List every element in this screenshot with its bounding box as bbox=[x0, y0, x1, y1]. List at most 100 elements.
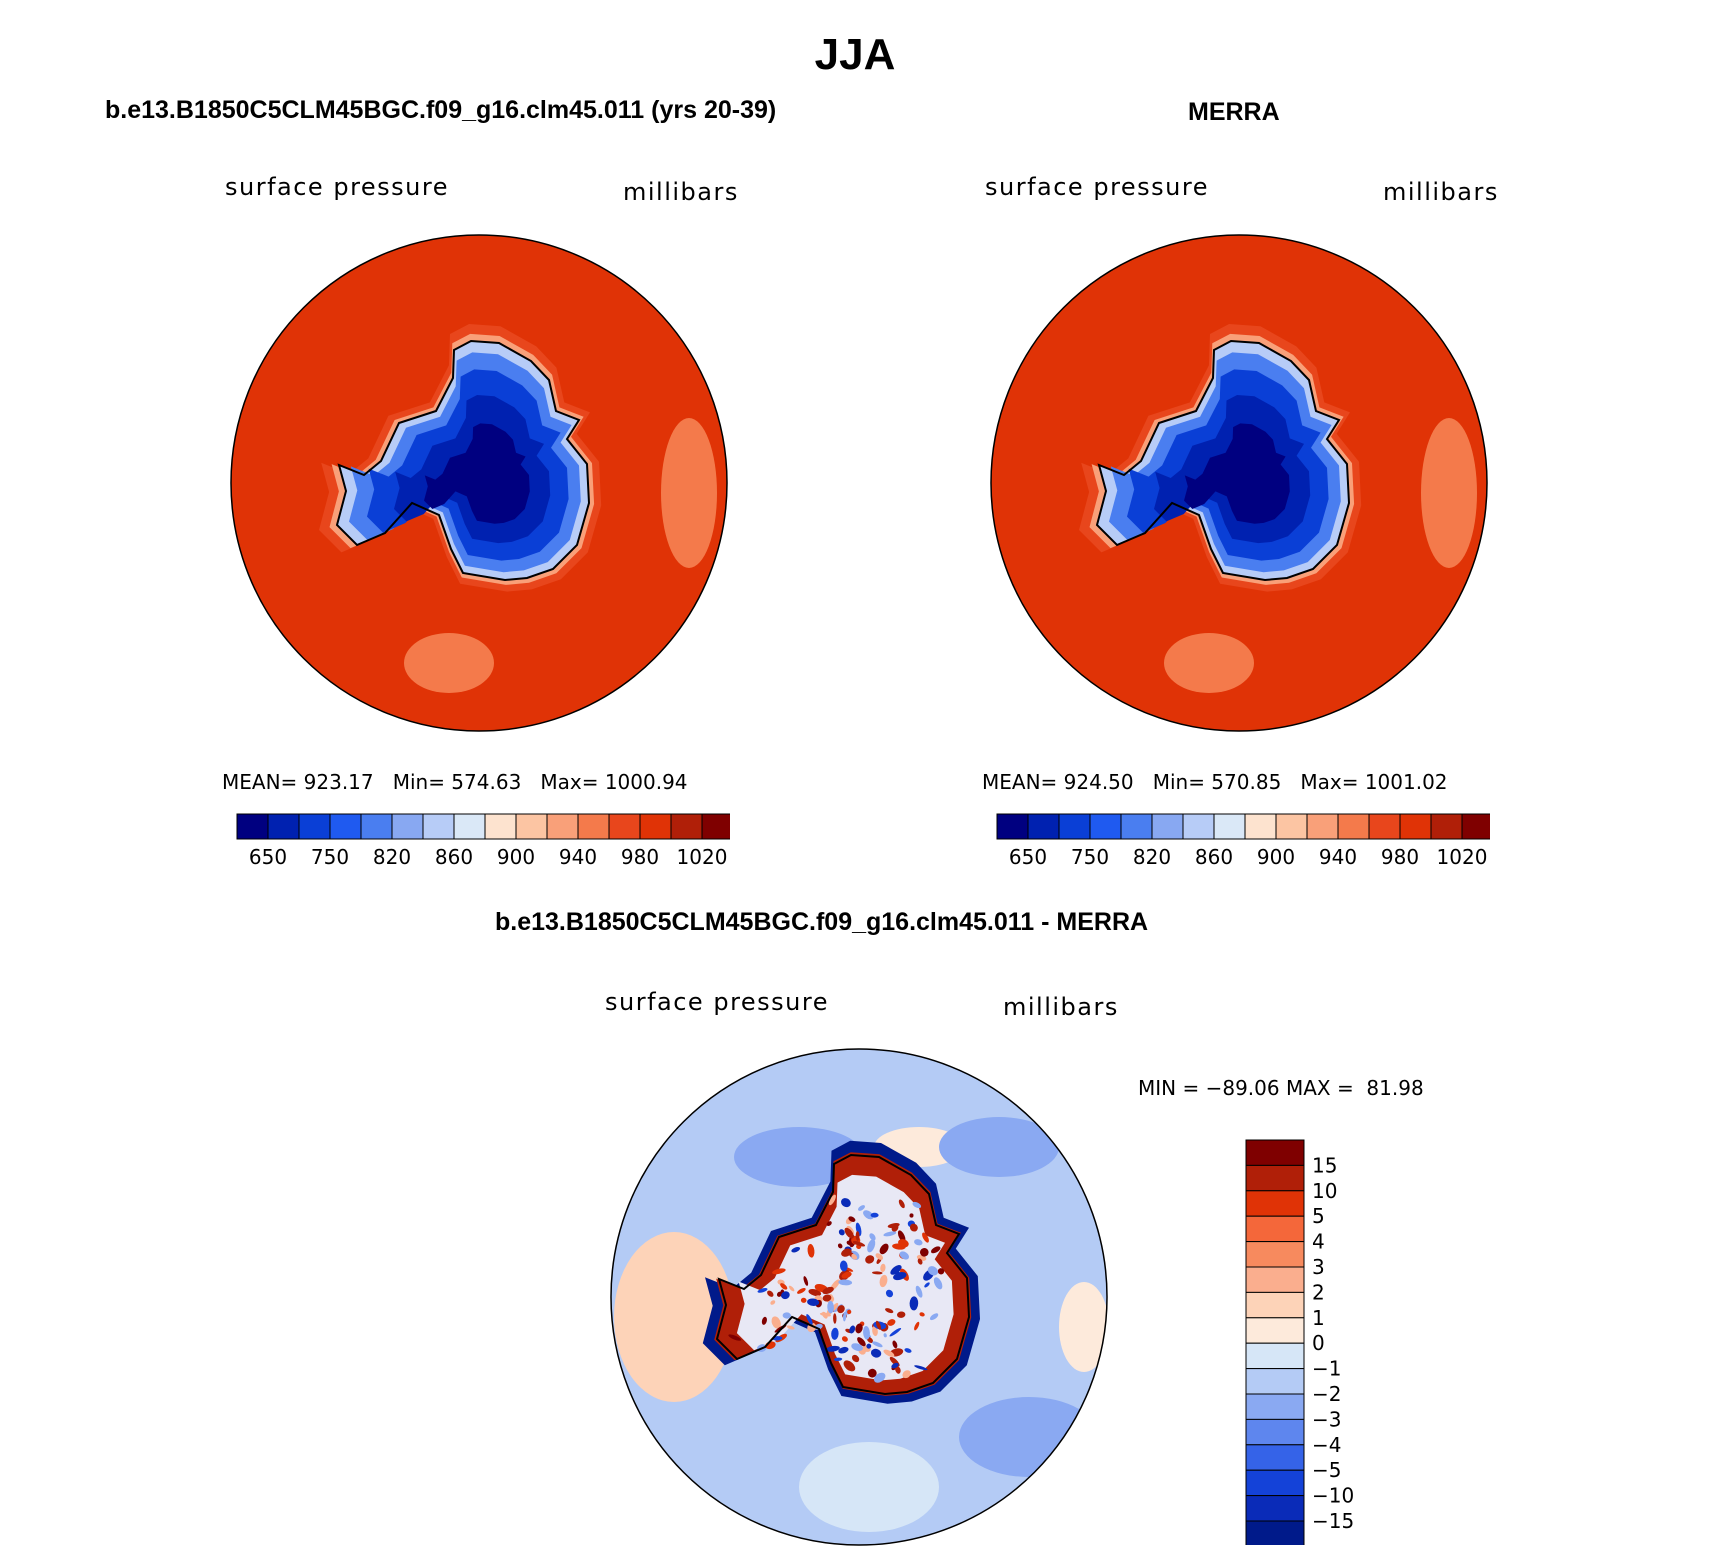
colorbar-tick-label: −5 bbox=[1312, 1458, 1341, 1482]
interior-anomaly-cell bbox=[887, 1319, 896, 1326]
colorbar-tick-label: 900 bbox=[497, 845, 535, 869]
interior-anomaly-cell bbox=[870, 1348, 882, 1358]
map-boundary bbox=[610, 1048, 1108, 1546]
interior-anomaly-cell bbox=[757, 1288, 768, 1293]
colorbar-tick-label: −15 bbox=[1312, 1509, 1354, 1533]
colorbar-tick-label: 0 bbox=[1312, 1331, 1325, 1355]
interior-anomaly-cell bbox=[837, 1305, 845, 1314]
colorbar-swatch bbox=[1461, 813, 1490, 840]
interior-anomaly-cell bbox=[855, 1323, 863, 1334]
interior-anomaly-cell bbox=[857, 1337, 866, 1347]
interior-anomaly-cell bbox=[841, 1271, 852, 1279]
obs-stats: MEAN= 924.50 Min= 570.85 Max= 1001.02 bbox=[982, 770, 1448, 794]
interior-anomaly-cell bbox=[797, 1287, 806, 1294]
interior-anomaly-cell bbox=[788, 1285, 795, 1292]
interior-anomaly-cell bbox=[728, 1334, 742, 1341]
interior-anomaly-cell bbox=[880, 1263, 886, 1273]
interior-anomaly-cell bbox=[897, 1311, 906, 1318]
colorbar-swatch bbox=[267, 813, 300, 840]
interior-anomaly-cell bbox=[828, 1194, 836, 1206]
interior-anomaly-cell bbox=[761, 1316, 767, 1325]
colorbar-swatch bbox=[1245, 1469, 1305, 1497]
interior-anomaly-cell bbox=[837, 1243, 843, 1249]
model-variable-label: surface pressure bbox=[225, 173, 449, 201]
diff-variable-label: surface pressure bbox=[605, 988, 829, 1016]
colorbar-swatch bbox=[1245, 1139, 1305, 1166]
interior-anomaly-cell bbox=[912, 1201, 922, 1209]
interior-anomaly-cell bbox=[904, 1348, 912, 1353]
high-pressure-region bbox=[404, 633, 494, 693]
interior-anomaly-cell bbox=[893, 1272, 907, 1281]
interior-anomaly-cell bbox=[867, 1368, 877, 1378]
colorbar-tick-label: 820 bbox=[1133, 845, 1171, 869]
interior-anomaly-cell bbox=[786, 1325, 795, 1330]
colorbar-swatch bbox=[360, 813, 393, 840]
interior-anomaly-cell bbox=[827, 1300, 834, 1314]
map-field bbox=[991, 235, 1487, 731]
interior-anomaly-cell bbox=[780, 1283, 788, 1290]
interior-anomaly-cell bbox=[851, 1354, 860, 1363]
colorbar-swatch bbox=[1245, 1520, 1305, 1545]
interior-anomaly-cell bbox=[887, 1223, 900, 1228]
interior-anomaly-cell bbox=[892, 1340, 898, 1349]
interior-anomaly-cell bbox=[865, 1255, 875, 1264]
interior-anomaly-cell bbox=[914, 1239, 923, 1246]
interior-anomaly-cell bbox=[875, 1253, 884, 1260]
colorbar-swatch bbox=[1245, 1266, 1305, 1293]
interior-anomaly-cell bbox=[929, 1313, 939, 1321]
interior-anomaly-cell bbox=[917, 1258, 923, 1265]
colorbar-tick-label: 5 bbox=[1312, 1204, 1325, 1228]
colorbar-swatch bbox=[1430, 813, 1463, 840]
interior-anomaly-cell bbox=[851, 1343, 863, 1351]
colorbar-swatch bbox=[1399, 813, 1432, 840]
colorbar-swatch bbox=[1337, 813, 1370, 840]
model-panel-title: b.e13.B1850C5CLM45BGC.f09_g16.clm45.011 … bbox=[105, 96, 777, 124]
colorbar-swatch bbox=[1245, 1317, 1305, 1344]
interior-anomaly-cell bbox=[872, 1325, 878, 1337]
high-pressure-region bbox=[1164, 633, 1254, 693]
interior-anomaly-cell bbox=[839, 1260, 848, 1272]
colorbar-swatch bbox=[515, 813, 548, 840]
colorbar-tick-label: 2 bbox=[1312, 1280, 1325, 1304]
diff-panel-title: b.e13.B1850C5CLM45BGC.f09_g16.clm45.011 … bbox=[495, 908, 1149, 936]
colorbar-tick-label: 650 bbox=[249, 845, 287, 869]
colorbar-swatch bbox=[1027, 813, 1060, 840]
interior-anomaly-cell bbox=[838, 1346, 849, 1354]
interior-anomaly-cell bbox=[800, 1297, 807, 1303]
colorbar-swatch bbox=[1213, 813, 1246, 840]
interior-anomaly-cell bbox=[885, 1289, 894, 1298]
colorbar-swatch bbox=[1058, 813, 1091, 840]
colorbar-tick-label: −10 bbox=[1312, 1484, 1354, 1508]
interior-anomaly-cell bbox=[841, 1336, 848, 1342]
negative-anomaly-region bbox=[959, 1397, 1099, 1477]
interior-anomaly-cell bbox=[883, 1231, 897, 1237]
interior-anomaly-cell bbox=[899, 1251, 910, 1260]
interior-anomaly-cell bbox=[849, 1325, 856, 1334]
negative-anomaly-region bbox=[799, 1442, 939, 1532]
interior-anomaly-cell bbox=[851, 1253, 858, 1260]
interior-anomaly-cell bbox=[791, 1246, 801, 1253]
antarctica-coastline bbox=[335, 339, 591, 582]
map-field bbox=[231, 235, 727, 731]
interior-anomaly-cell bbox=[915, 1285, 923, 1298]
interior-anomaly-cell bbox=[875, 1320, 882, 1330]
interior-anomaly-cell bbox=[770, 1300, 776, 1305]
colorbar-swatch bbox=[329, 813, 362, 840]
colorbar-swatch bbox=[546, 813, 579, 840]
high-pressure-region bbox=[661, 418, 717, 568]
colorbar-swatch bbox=[1120, 813, 1153, 840]
interior-anomaly-cell bbox=[891, 1362, 899, 1369]
interior-anomaly-cell bbox=[803, 1276, 809, 1286]
interior-anomaly-cell bbox=[838, 1279, 853, 1286]
colorbar-tick-label: −2 bbox=[1312, 1382, 1341, 1406]
colorbar-tick-label: 10 bbox=[1312, 1179, 1337, 1203]
interior-anomaly-cell bbox=[822, 1286, 834, 1295]
colorbar-swatch bbox=[577, 813, 610, 840]
interior-anomaly-cell bbox=[806, 1314, 813, 1325]
interior-anomaly-cell bbox=[855, 1231, 860, 1241]
colorbar-tick-label: 4 bbox=[1312, 1230, 1325, 1254]
interior-anomaly-cell bbox=[919, 1312, 925, 1317]
interior-anomaly-cell bbox=[914, 1365, 928, 1371]
colorbar-swatch bbox=[1245, 1368, 1305, 1395]
colorbar-swatch bbox=[484, 813, 517, 840]
